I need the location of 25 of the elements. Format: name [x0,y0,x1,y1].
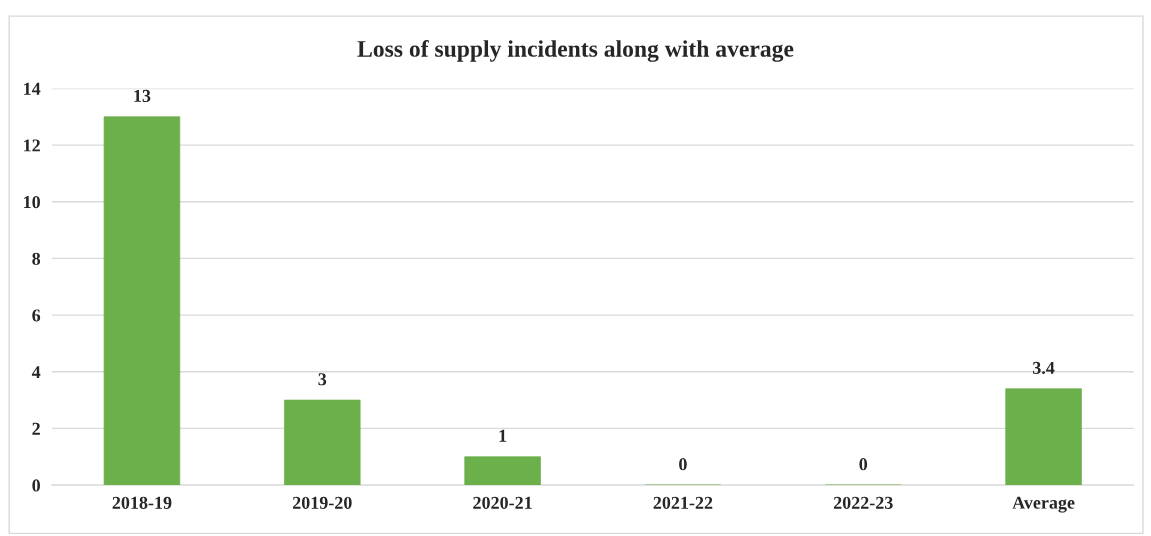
x-tick-label: 2021-22 [653,496,713,509]
y-tick-label: 6 [32,309,41,322]
data-label: 0 [679,458,687,471]
x-tick-label: Average [1012,496,1075,513]
y-tick-label: 8 [32,252,41,265]
data-label: 1 [499,429,507,442]
bar [464,456,541,486]
data-label: 13 [134,89,151,102]
bar [103,116,181,486]
data-label: 3 [318,373,327,386]
bar [284,399,361,486]
y-tick-label: 10 [24,196,40,209]
y-tick-label: 12 [24,139,40,152]
y-tick-label: 2 [32,422,40,435]
data-label: 3.4 [1032,361,1055,375]
x-tick-label: 2020-21 [473,496,532,509]
y-tick-label: 4 [31,366,41,379]
bar [1005,388,1082,486]
y-tick-label: 0 [32,479,40,492]
x-tick-label: 2018-19 [112,496,172,509]
y-tick-label: 14 [24,82,41,95]
x-tick-label: 2019-20 [292,496,352,509]
data-label: 0 [859,458,868,471]
x-tick-label: 2022-23 [833,496,893,509]
chart-title: Loss of supply incidents along with average [357,40,794,62]
